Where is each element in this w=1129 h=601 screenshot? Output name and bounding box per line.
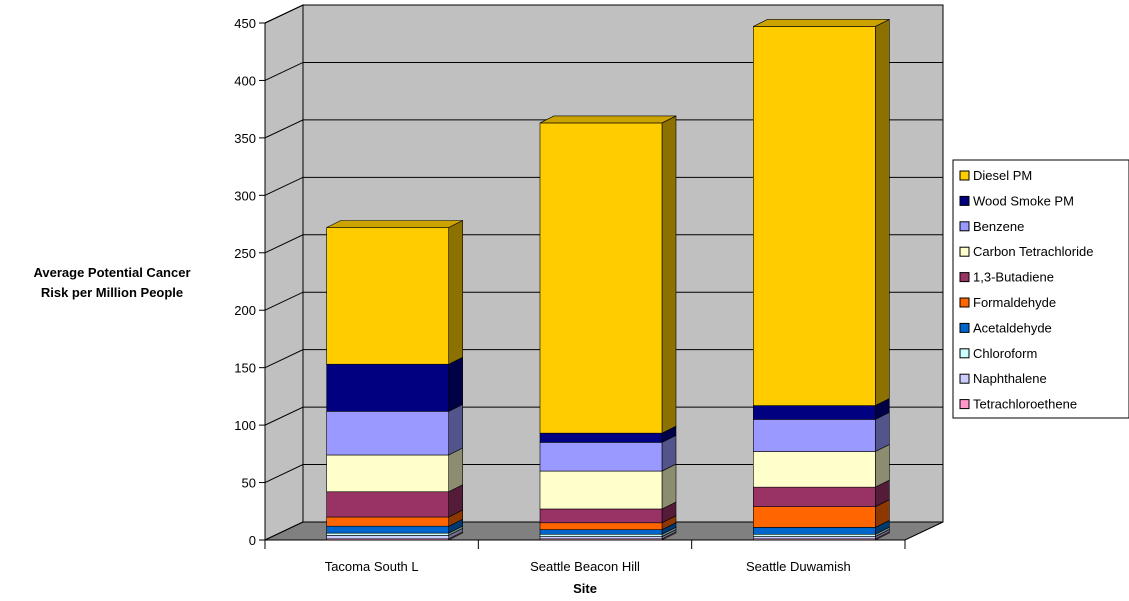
y-tick-label: 200 [234,303,256,318]
y-tick-label: 300 [234,188,256,203]
bar-segment [539,533,663,537]
x-axis-title: Site [573,581,597,596]
legend-swatch [959,221,970,232]
bar-segment [326,516,449,527]
gridline [264,291,943,311]
bar-segment-side [448,356,463,412]
bar-stack [326,220,463,541]
legend-swatch [959,195,970,206]
bar-segment [753,419,876,452]
bars [326,18,890,541]
x-tick-label: Seattle Beacon Hill [530,559,640,574]
bar-segment [539,522,663,530]
bar-segment [753,533,876,537]
legend-label: Benzene [973,219,1024,234]
bar-segment [326,454,449,493]
bar-top [539,115,677,124]
bar-segment [753,486,876,507]
bar-segment [753,26,876,406]
bar-stack [539,115,677,541]
bar-segment [753,506,876,528]
bar-segment [326,491,449,518]
bar-segment [326,227,449,365]
axis-labels: Tacoma South L Seattle Beacon Hill Seattle… [33,265,850,596]
x-tick-label: Seattle Duwamish [746,559,851,574]
legend: Diesel PM Wood Smoke PM Benzene Carbon Tetr… [952,159,1129,419]
gridline [264,61,943,81]
gridlines [264,4,943,484]
bar-segment [326,535,449,540]
gridline [264,234,943,254]
legend-label: Diesel PM [973,168,1032,183]
legend-swatch [959,272,970,283]
gridline [264,464,943,484]
y-tick-label: 50 [242,476,256,491]
legend-swatch [959,246,970,257]
bar-segment [539,536,663,540]
legend-swatch [959,348,970,359]
y-tick-label: 450 [234,16,256,31]
bar-segment [753,405,876,420]
gridline [264,406,943,426]
bar-segment [539,432,663,443]
legend-label: Carbon Tetrachloride [973,244,1093,259]
legend-label: 1,3-Butadiene [973,270,1054,285]
y-tick-label: 250 [234,246,256,261]
bar-segment [539,529,663,535]
y-tick-label: 150 [234,361,256,376]
legend-swatch [959,373,970,384]
y-tick-label: 0 [249,533,256,548]
gridline [264,4,943,24]
legend-label: Acetaldehyde [973,320,1052,335]
bar-segment [326,525,449,534]
legend-swatch [959,399,970,410]
side-wall [264,4,304,541]
bar-top [326,220,463,228]
bar-segment-side [875,444,890,488]
legend-swatch [959,170,970,181]
bar-segment [326,532,449,536]
legend-swatch [959,297,970,308]
bar-segment [326,411,449,456]
bar-segment-side [448,447,463,493]
bar-segment-side [448,220,463,365]
y-axis-title: Risk per Million People [41,285,183,300]
bar-top [753,19,890,27]
bar-segment [539,470,663,510]
y-tick-label: 400 [234,73,256,88]
bar-segment-side [661,115,677,434]
legend-label: Formaldehyde [973,295,1056,310]
y-axis-title: Average Potential Cancer [33,265,190,280]
gridline [264,176,943,196]
bar-segment-side [875,18,890,407]
bar-segment [753,527,876,535]
bar-segment [539,122,663,434]
legend-box [952,159,1129,419]
legend-label: Tetrachloroethene [973,397,1077,412]
bar-segment [539,442,663,472]
y-tick-label: 100 [234,418,256,433]
bar-segment [326,363,449,412]
bar-segment-side [661,463,677,510]
legend-label: Wood Smoke PM [973,193,1074,208]
gridline [264,349,943,369]
legend-label: Naphthalene [973,371,1047,386]
gridline [264,119,943,139]
y-tick-label: 350 [234,131,256,146]
x-tick-label: Tacoma South L [325,559,419,574]
bar-stack [753,18,890,541]
legend-label: Chloroform [973,346,1037,361]
bar-segment-side [448,403,463,456]
legend-swatch [959,322,970,333]
bar-segment [539,508,663,524]
bar-segment [753,536,876,540]
bar-segment [753,451,876,488]
